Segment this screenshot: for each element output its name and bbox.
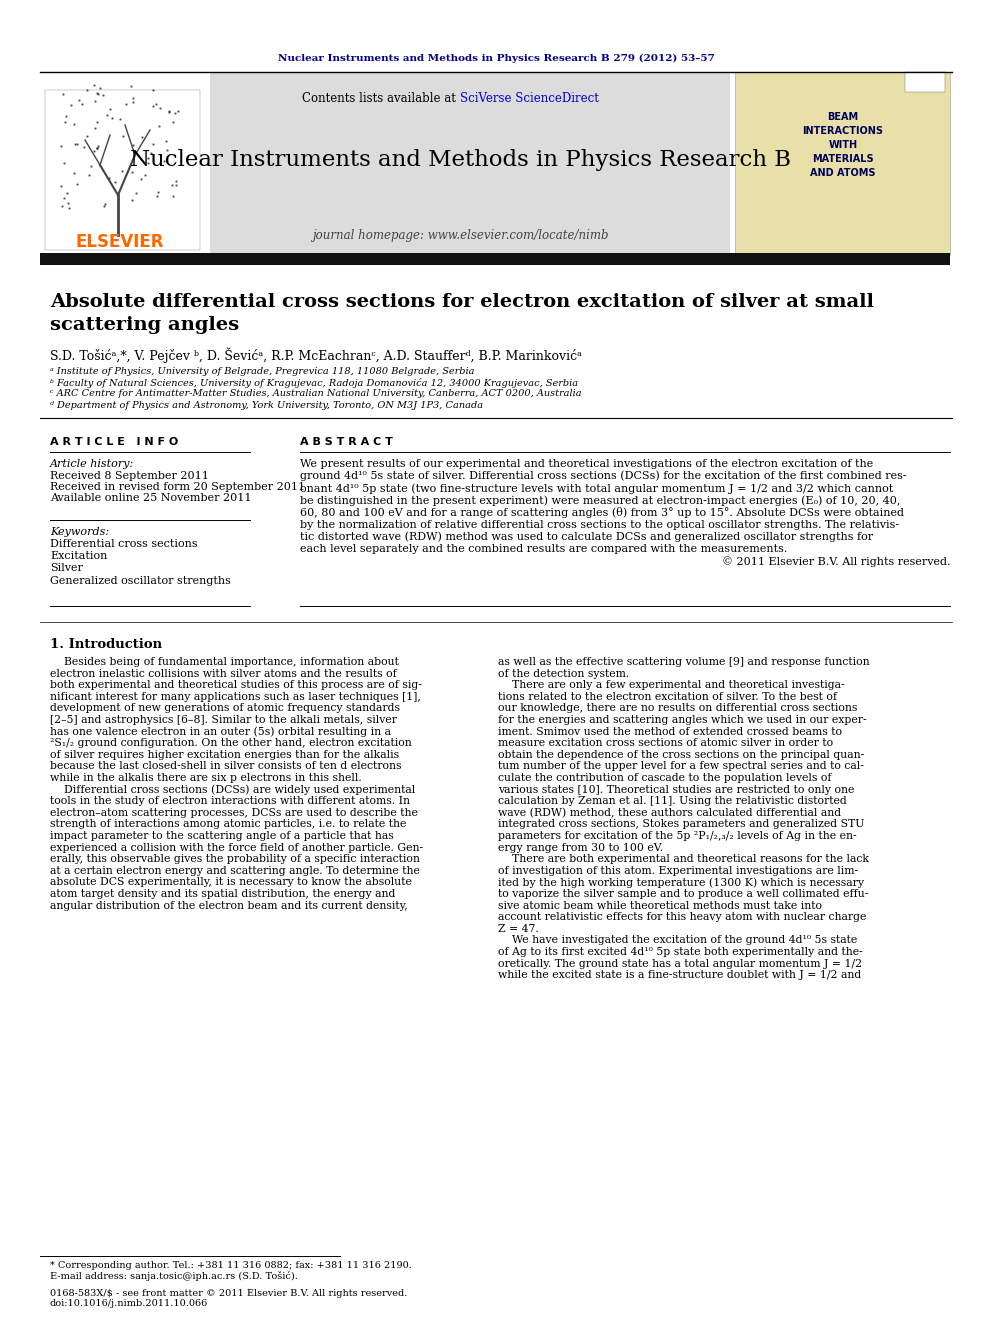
Text: 0168-583X/$ - see front matter © 2011 Elsevier B.V. All rights reserved.: 0168-583X/$ - see front matter © 2011 El… [50, 1289, 408, 1298]
Text: iment. Smimov used the method of extended crossed beams to: iment. Smimov used the method of extende… [498, 726, 842, 737]
Text: our knowledge, there are no results on differential cross sections: our knowledge, there are no results on d… [498, 704, 857, 713]
Text: © 2011 Elsevier B.V. All rights reserved.: © 2011 Elsevier B.V. All rights reserved… [721, 556, 950, 568]
Text: wave (RDW) method, these authors calculated differential and: wave (RDW) method, these authors calcula… [498, 807, 841, 818]
Text: tum number of the upper level for a few spectral series and to cal-: tum number of the upper level for a few … [498, 762, 864, 771]
Text: There are both experimental and theoretical reasons for the lack: There are both experimental and theoreti… [498, 855, 869, 864]
Text: ited by the high working temperature (1300 K) which is necessary: ited by the high working temperature (13… [498, 877, 864, 888]
Text: Differential cross sections: Differential cross sections [50, 538, 197, 549]
Text: because the last closed-shell in silver consists of ten d electrons: because the last closed-shell in silver … [50, 762, 402, 771]
Text: scattering angles: scattering angles [50, 316, 239, 333]
Text: obtain the dependence of the cross sections on the principal quan-: obtain the dependence of the cross secti… [498, 750, 864, 759]
Text: ᵈ Department of Physics and Astronomy, York University, Toronto, ON M3J 1P3, Can: ᵈ Department of Physics and Astronomy, Y… [50, 401, 483, 410]
Text: Nuclear Instruments and Methods in Physics Research B 279 (2012) 53–57: Nuclear Instruments and Methods in Physi… [278, 53, 714, 62]
Text: of the detection system.: of the detection system. [498, 668, 629, 679]
Text: be distinguished in the present experiment) were measured at electron-impact ene: be distinguished in the present experime… [300, 495, 901, 505]
Text: Nuclear Instruments and Methods in Physics Research B: Nuclear Instruments and Methods in Physi… [130, 149, 791, 171]
Text: E-mail address: sanja.tosic@iph.ac.rs (S.D. Tošić).: E-mail address: sanja.tosic@iph.ac.rs (S… [50, 1271, 298, 1281]
Text: ELSEVIER: ELSEVIER [75, 233, 165, 251]
Text: parameters for excitation of the 5p ²P₁/₂,₃/₂ levels of Ag in the en-: parameters for excitation of the 5p ²P₁/… [498, 831, 857, 841]
Text: electron inelastic collisions with silver atoms and the results of: electron inelastic collisions with silve… [50, 668, 397, 679]
Text: 60, 80 and 100 eV and for a range of scattering angles (θ) from 3° up to 15°. Ab: 60, 80 and 100 eV and for a range of sca… [300, 507, 904, 519]
Text: BEAM
INTERACTIONS
WITH
MATERIALS
AND ATOMS: BEAM INTERACTIONS WITH MATERIALS AND ATO… [803, 112, 884, 179]
Bar [735, 71, 950, 255]
Text: 1. Introduction: 1. Introduction [50, 639, 162, 651]
Text: Excitation: Excitation [50, 552, 107, 561]
Text: has one valence electron in an outer (5s) orbital resulting in a: has one valence electron in an outer (5s… [50, 726, 391, 737]
Text: impact parameter to the scattering angle of a particle that has: impact parameter to the scattering angle… [50, 831, 394, 841]
Text: Article history:: Article history: [50, 459, 134, 468]
Text: Contents lists available at: Contents lists available at [303, 91, 460, 105]
Text: doi:10.1016/j.nimb.2011.10.066: doi:10.1016/j.nimb.2011.10.066 [50, 1299, 208, 1308]
Text: Available online 25 November 2011: Available online 25 November 2011 [50, 493, 252, 503]
Text: ᵃ Institute of Physics, University of Belgrade, Pregrevica 118, 11080 Belgrade, : ᵃ Institute of Physics, University of Be… [50, 368, 474, 377]
Text: There are only a few experimental and theoretical investiga-: There are only a few experimental and th… [498, 680, 844, 691]
Text: for the energies and scattering angles which we used in our exper-: for the energies and scattering angles w… [498, 714, 867, 725]
Text: both experimental and theoretical studies of this process are of sig-: both experimental and theoretical studie… [50, 680, 422, 691]
Bar [905, 71, 945, 93]
Text: measure excitation cross sections of atomic silver in order to: measure excitation cross sections of ato… [498, 738, 833, 749]
Text: various states [10]. Theoretical studies are restricted to only one: various states [10]. Theoretical studies… [498, 785, 854, 795]
Text: Generalized oscillator strengths: Generalized oscillator strengths [50, 576, 231, 586]
Text: SciVerse ScienceDirect: SciVerse ScienceDirect [460, 91, 599, 105]
Text: Received 8 September 2011: Received 8 September 2011 [50, 471, 209, 482]
Text: Besides being of fundamental importance, information about: Besides being of fundamental importance,… [50, 658, 399, 667]
Text: ᶜ ARC Centre for Antimatter-Matter Studies, Australian National University, Canb: ᶜ ARC Centre for Antimatter-Matter Studi… [50, 389, 581, 398]
Text: ²S₁/₂ ground configuration. On the other hand, electron excitation: ²S₁/₂ ground configuration. On the other… [50, 738, 412, 749]
Text: ᵇ Faculty of Natural Sciences, University of Kragujevac, Radoja Domanovića 12, 3: ᵇ Faculty of Natural Sciences, Universit… [50, 378, 578, 388]
Bar [210, 71, 730, 255]
Text: We present results of our experimental and theoretical investigations of the ele: We present results of our experimental a… [300, 459, 873, 468]
Text: * Corresponding author. Tel.: +381 11 316 0882; fax: +381 11 316 2190.: * Corresponding author. Tel.: +381 11 31… [50, 1261, 412, 1270]
Text: ergy range from 30 to 100 eV.: ergy range from 30 to 100 eV. [498, 843, 663, 852]
Text: oretically. The ground state has a total angular momentum J = 1/2: oretically. The ground state has a total… [498, 959, 862, 968]
Text: electron–atom scattering processes, DCSs are used to describe the: electron–atom scattering processes, DCSs… [50, 808, 418, 818]
Text: as well as the effective scattering volume [9] and response function: as well as the effective scattering volu… [498, 658, 870, 667]
Text: nificant interest for many applications such as laser techniques [1],: nificant interest for many applications … [50, 692, 421, 701]
Text: A B S T R A C T: A B S T R A C T [300, 437, 393, 447]
Text: of silver requires higher excitation energies than for the alkalis: of silver requires higher excitation ene… [50, 750, 399, 759]
Text: of Ag to its first excited 4d¹⁰ 5p state both experimentally and the-: of Ag to its first excited 4d¹⁰ 5p state… [498, 947, 863, 957]
Text: absolute DCS experimentally, it is necessary to know the absolute: absolute DCS experimentally, it is neces… [50, 877, 412, 888]
Text: each level separately and the combined results are compared with the measurement: each level separately and the combined r… [300, 544, 788, 554]
Text: angular distribution of the electron beam and its current density,: angular distribution of the electron bea… [50, 901, 408, 910]
Text: Silver: Silver [50, 564, 83, 573]
Text: Keywords:: Keywords: [50, 527, 109, 537]
Text: sive atomic beam while theoretical methods must take into: sive atomic beam while theoretical metho… [498, 901, 822, 910]
Text: ground 4d¹⁰ 5s state of silver. Differential cross sections (DCSs) for the excit: ground 4d¹⁰ 5s state of silver. Differen… [300, 471, 907, 482]
Text: account relativistic effects for this heavy atom with nuclear charge: account relativistic effects for this he… [498, 912, 866, 922]
Text: atom target density and its spatial distribution, the energy and: atom target density and its spatial dist… [50, 889, 396, 900]
Text: tions related to the electron excitation of silver. To the best of: tions related to the electron excitation… [498, 692, 837, 701]
Text: journal homepage: www.elsevier.com/locate/nimb: journal homepage: www.elsevier.com/locat… [311, 229, 608, 242]
Text: while the excited state is a fine-structure doublet with J = 1/2 and: while the excited state is a fine-struct… [498, 970, 861, 980]
Text: strength of interactions among atomic particles, i.e. to relate the: strength of interactions among atomic pa… [50, 819, 407, 830]
Text: integrated cross sections, Stokes parameters and generalized STU: integrated cross sections, Stokes parame… [498, 819, 864, 830]
Text: erally, this observable gives the probability of a specific interaction: erally, this observable gives the probab… [50, 855, 420, 864]
Text: Z = 47.: Z = 47. [498, 923, 539, 934]
Text: experienced a collision with the force field of another particle. Gen-: experienced a collision with the force f… [50, 843, 424, 852]
Bar [40, 253, 950, 265]
Text: Differential cross sections (DCSs) are widely used experimental: Differential cross sections (DCSs) are w… [50, 785, 416, 795]
Text: tic distorted wave (RDW) method was used to calculate DCSs and generalized oscil: tic distorted wave (RDW) method was used… [300, 532, 873, 542]
Text: S.D. Tošićᵃ,*, V. Pejčev ᵇ, D. Ševićᵃ, R.P. McEachranᶜ, A.D. Staufferᵈ, B.P. Mar: S.D. Tošićᵃ,*, V. Pejčev ᵇ, D. Ševićᵃ, R… [50, 347, 582, 363]
Text: A R T I C L E   I N F O: A R T I C L E I N F O [50, 437, 179, 447]
Text: We have investigated the excitation of the ground 4d¹⁰ 5s state: We have investigated the excitation of t… [498, 935, 857, 946]
Text: to vaporize the silver sample and to produce a well collimated effu-: to vaporize the silver sample and to pro… [498, 889, 868, 900]
Text: Absolute differential cross sections for electron excitation of silver at small: Absolute differential cross sections for… [50, 292, 874, 311]
Text: while in the alkalis there are six p electrons in this shell.: while in the alkalis there are six p ele… [50, 773, 362, 783]
Text: development of new generations of atomic frequency standards: development of new generations of atomic… [50, 704, 400, 713]
Text: [2–5] and astrophysics [6–8]. Similar to the alkali metals, silver: [2–5] and astrophysics [6–8]. Similar to… [50, 714, 397, 725]
Text: tools in the study of electron interactions with different atoms. In: tools in the study of electron interacti… [50, 796, 410, 806]
Text: Received in revised form 20 September 2011: Received in revised form 20 September 20… [50, 482, 306, 492]
Bar [45, 90, 200, 250]
Text: at a certain electron energy and scattering angle. To determine the: at a certain electron energy and scatter… [50, 865, 420, 876]
Text: onant 4d¹⁰ 5p state (two fine-structure levels with total angular momentum J = 1: onant 4d¹⁰ 5p state (two fine-structure … [300, 483, 893, 493]
Text: of investigation of this atom. Experimental investigations are lim-: of investigation of this atom. Experimen… [498, 865, 858, 876]
Text: calculation by Zeman et al. [11]. Using the relativistic distorted: calculation by Zeman et al. [11]. Using … [498, 796, 847, 806]
Text: by the normalization of relative differential cross sections to the optical osci: by the normalization of relative differe… [300, 520, 899, 531]
Text: culate the contribution of cascade to the population levels of: culate the contribution of cascade to th… [498, 773, 831, 783]
